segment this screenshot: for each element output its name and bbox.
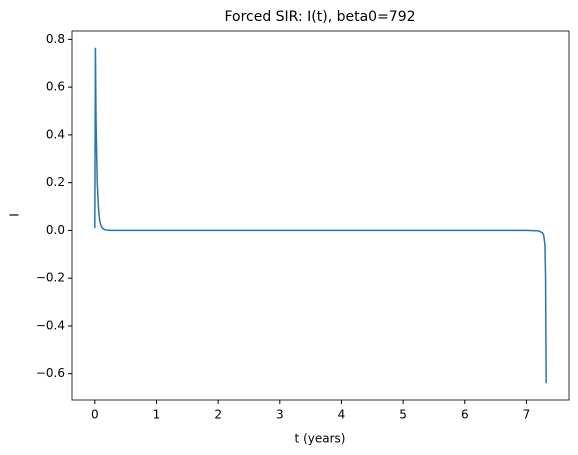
- y-tick-label: 0.8: [46, 32, 65, 46]
- y-axis-label: I: [8, 213, 22, 217]
- x-tick-label: 6: [461, 408, 469, 422]
- x-tick-label: 1: [153, 408, 161, 422]
- x-tick-label: 2: [214, 408, 222, 422]
- axes-frame: [71, 30, 570, 401]
- y-tick-label: 0.4: [46, 127, 65, 141]
- y-tick-label: −0.4: [36, 318, 65, 332]
- y-tick-label: 0.0: [46, 223, 65, 237]
- x-tick-label: 5: [399, 408, 407, 422]
- chart-title: Forced SIR: I(t), beta0=792: [224, 9, 415, 25]
- line-series: [94, 47, 547, 384]
- x-tick-label: 0: [91, 408, 99, 422]
- y-tick-label: −0.2: [36, 271, 65, 285]
- x-tick-label: 4: [338, 408, 346, 422]
- y-tick-label: 0.6: [46, 80, 65, 94]
- y-tick-label: −0.6: [36, 366, 65, 380]
- x-tick-label: 3: [276, 408, 284, 422]
- x-tick-label: 7: [523, 408, 531, 422]
- x-axis-label: t (years): [295, 432, 346, 446]
- y-tick-label: 0.2: [46, 175, 65, 189]
